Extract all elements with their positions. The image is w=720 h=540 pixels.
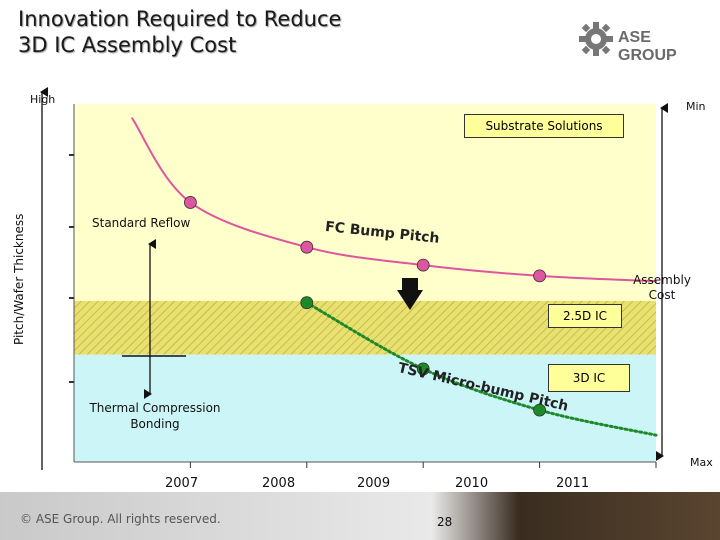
fc-bump-pitch-line (131, 117, 657, 283)
downward-arrow-icon (397, 278, 423, 310)
tsv-microbump-pitch-line (305, 301, 658, 437)
ase-group-logo: ASE GROUP (578, 20, 702, 64)
slide-title: Innovation Required to Reduce 3D IC Asse… (18, 6, 341, 58)
cost-min-label: Min (686, 100, 706, 113)
tsv-microbump-pitch-point (300, 296, 314, 310)
ic3d-box: 3D IC (548, 364, 630, 392)
title-line-2: 3D IC Assembly Cost (18, 33, 237, 57)
y-axis-top-label: High (30, 93, 56, 106)
substrate-solutions-box: Substrate Solutions (464, 114, 624, 138)
tsv-microbump-pitch-point (416, 362, 430, 376)
ase-gear-icon (579, 22, 613, 56)
logo-text: ASE GROUP (618, 29, 677, 64)
y-axis-label: Pitch/Wafer Thickness (12, 213, 26, 345)
cost-max-label: Max (690, 456, 713, 469)
x-tick-label: 2007 (165, 476, 199, 491)
fc-bump-pitch-point (533, 269, 546, 283)
fc-bump-pitch-point (183, 196, 197, 209)
x-tick-label: 2009 (357, 476, 391, 491)
title-line-1: Innovation Required to Reduce (18, 7, 342, 31)
footer-bar (0, 492, 720, 540)
x-tick-label: 2011 (556, 476, 590, 491)
x-tick-label: 2008 (262, 476, 296, 491)
page-number: 28 (437, 515, 453, 529)
standard-reflow-label: Standard Reflow (92, 216, 191, 230)
tsv-microbump-pitch-point (533, 403, 546, 417)
fc-bump-pitch-point (416, 258, 430, 272)
thermal-compression-label: Thermal Compression Bonding (89, 401, 221, 431)
ic25-box: 2.5D IC (548, 304, 622, 328)
copyright-text: © ASE Group. All rights reserved. (20, 512, 221, 526)
x-tick-label: 2010 (455, 476, 489, 491)
assembly-cost-label: Assembly Cost (633, 273, 691, 302)
fc-bump-pitch-point (300, 240, 314, 254)
